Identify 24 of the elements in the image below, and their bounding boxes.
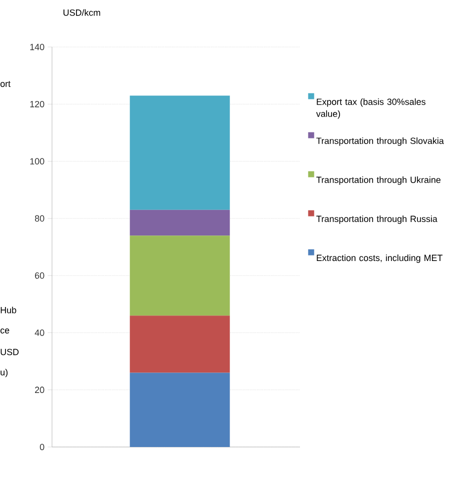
bar [130, 372, 230, 447]
text: USD [0, 348, 19, 356]
y-tick-label: 40 [34, 330, 44, 336]
legend-label: Extraction costs, including MET [316, 254, 442, 263]
legend-label: Transportation through Ukraine [316, 176, 440, 185]
text: ce [0, 328, 10, 334]
y-tick-label: 140 [30, 44, 44, 50]
bar [130, 210, 230, 236]
legend-label: Transportation through Russia [316, 215, 438, 224]
y-tick-label: 80 [34, 215, 44, 222]
y-tick-label: 100 [30, 158, 44, 164]
legend-label: Export tax (basis 30%sales value) [316, 98, 426, 119]
legend-label: Transportation through Slovakia [316, 137, 444, 146]
text: u) [0, 368, 8, 378]
y-axis-title: USD/kcm [64, 9, 100, 16]
y-tick-label: 0 [40, 444, 44, 450]
bar [130, 236, 230, 316]
text: ort [0, 81, 11, 87]
y-tick-label: 20 [35, 386, 44, 394]
bar [130, 316, 230, 373]
bar [130, 96, 230, 210]
y-tick-label: 60 [35, 272, 44, 279]
text: Hub [0, 306, 16, 314]
y-tick-label: 120 [30, 100, 44, 108]
